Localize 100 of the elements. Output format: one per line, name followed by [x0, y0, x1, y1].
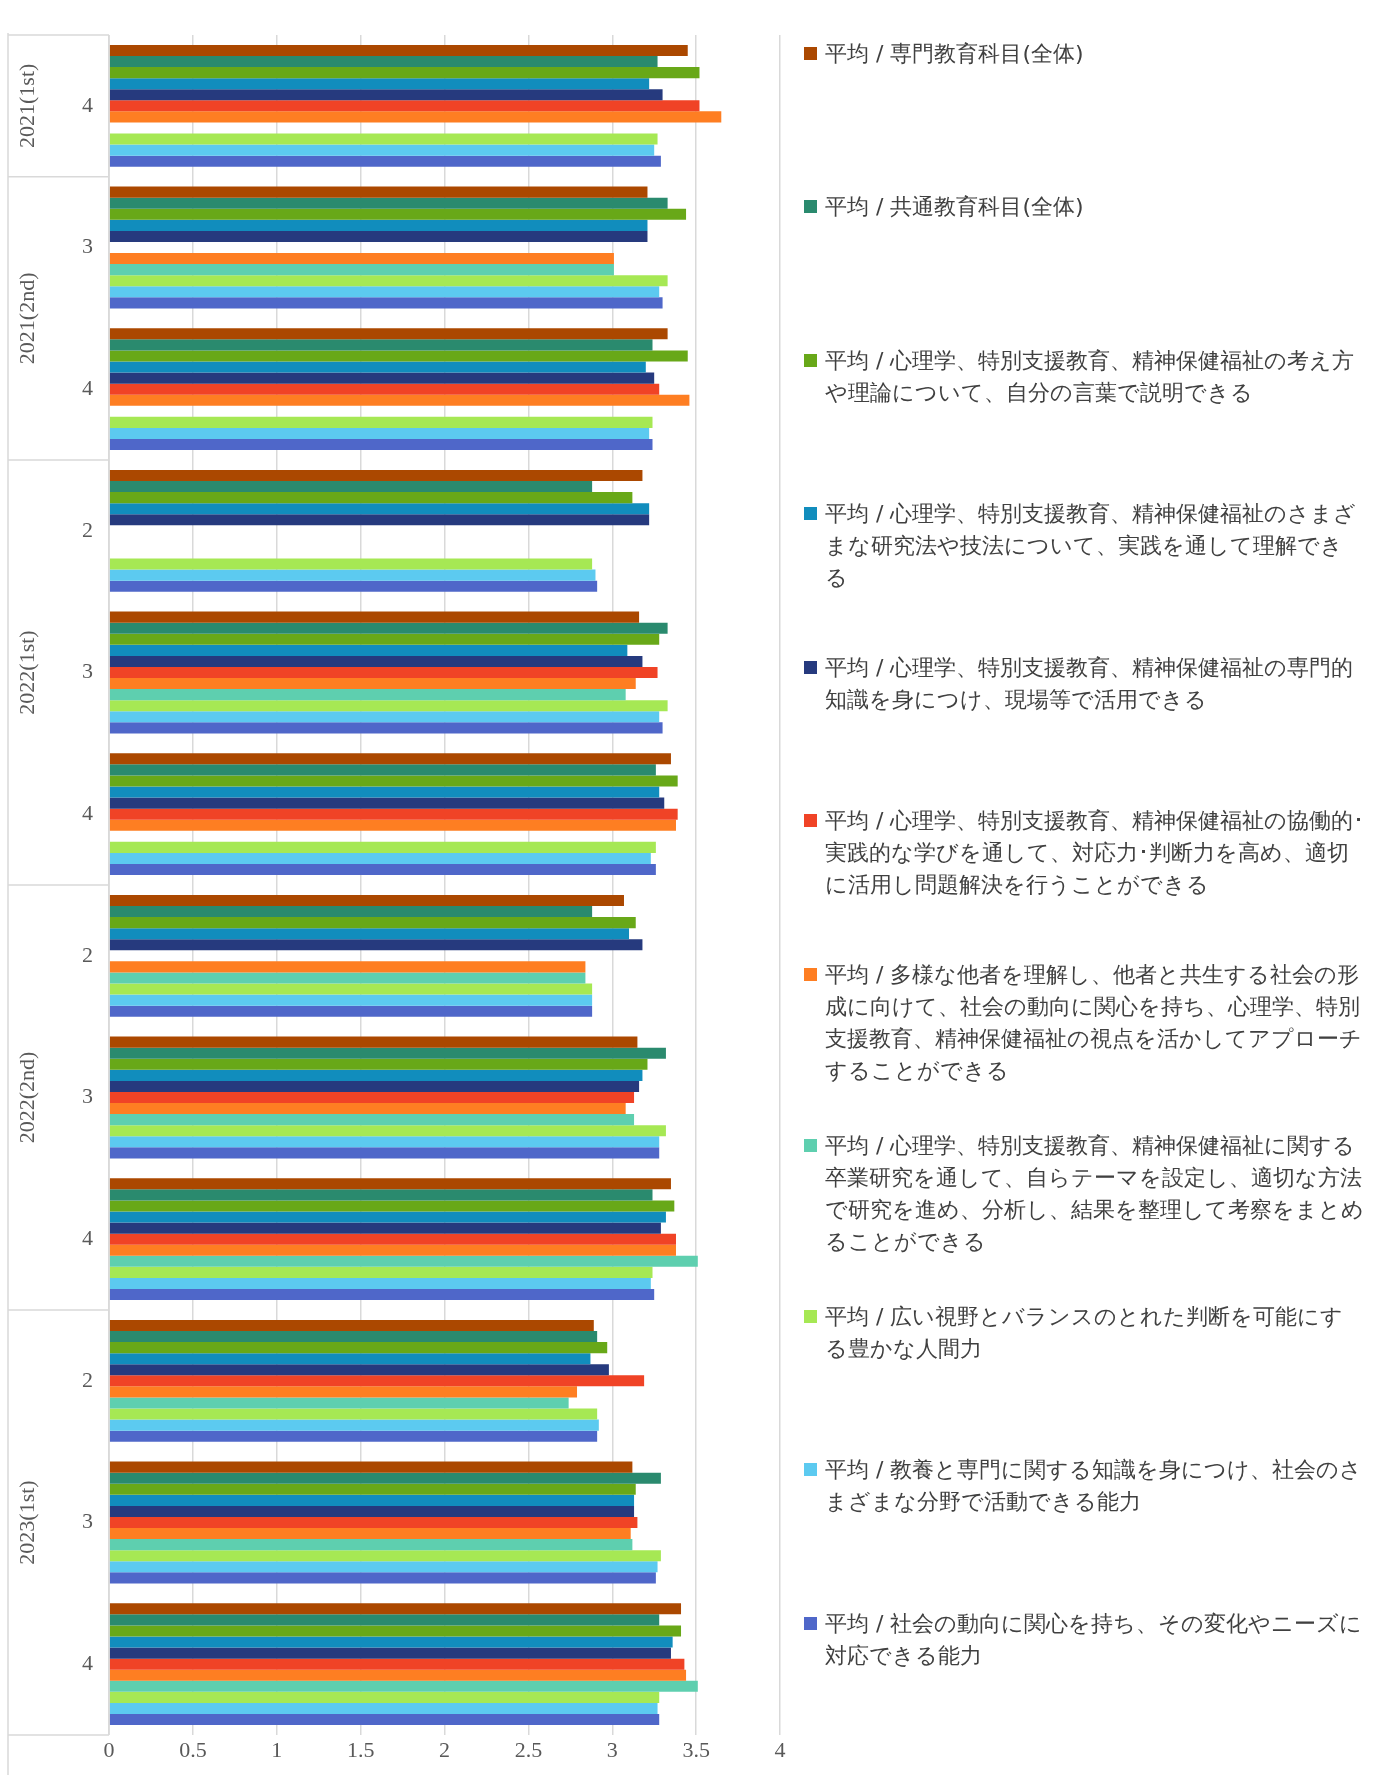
- bar: [109, 1222, 661, 1234]
- bar: [109, 480, 593, 493]
- bar: [109, 1080, 640, 1092]
- bar: [109, 186, 648, 198]
- bar: [109, 961, 586, 973]
- bar: [109, 1494, 635, 1506]
- bar: [109, 416, 653, 428]
- bar: [109, 633, 660, 645]
- bar: [109, 1603, 682, 1615]
- bar: [109, 1419, 599, 1431]
- y-tick-label: 4: [82, 1649, 93, 1675]
- legend-label: 平均 / 社会の動向に関心を持ち、その変化やニーズに対応できる能力: [825, 1609, 1364, 1670]
- bar: [109, 78, 650, 90]
- y-tick-label: 4: [82, 91, 93, 117]
- legend-label: 平均 / 教養と専門に関する知識を身につけ、社会のさまざまな分野で活動できる能力: [825, 1456, 1364, 1517]
- bar: [109, 1058, 648, 1070]
- x-tick-label: 0: [103, 1736, 115, 1762]
- bar: [109, 1330, 598, 1343]
- bar: [109, 492, 633, 504]
- bar: [109, 1136, 660, 1148]
- bar: [109, 1342, 608, 1354]
- bar: [109, 253, 614, 265]
- bar: [109, 1561, 658, 1573]
- x-tick-label: 4: [774, 1736, 786, 1762]
- legend-label: 平均 / 心理学、特別支援教育、精神保健福祉に関する卒業研究を通して、自らテーマを設定し、適切な方法で研究を進め、分析し、結果を整理して考察をまとめることができる: [825, 1131, 1365, 1256]
- bar: [109, 841, 656, 853]
- bar: [109, 89, 663, 101]
- bar: [109, 852, 651, 865]
- bar: [109, 361, 646, 373]
- bar: [109, 372, 655, 384]
- legend-label: 平均 / 心理学、特別支援教育、精神保健福祉の専門的知識を身につけ、現場等で活用できる: [825, 653, 1355, 714]
- bar: [109, 1550, 661, 1562]
- bar: [109, 711, 660, 723]
- bar: [109, 219, 648, 231]
- bar: [109, 1528, 631, 1540]
- bar: [109, 1516, 638, 1529]
- bar: [109, 297, 663, 309]
- bar: [109, 383, 660, 395]
- bar: [109, 44, 688, 56]
- bar: [109, 133, 658, 145]
- x-tick-label: 3: [606, 1736, 618, 1762]
- bar: [109, 1047, 666, 1059]
- bar: [109, 1103, 626, 1115]
- bar: [109, 1539, 633, 1551]
- bar: [109, 1277, 651, 1290]
- y-tick-label: 3: [82, 1508, 93, 1534]
- bar: [109, 1614, 660, 1626]
- bar: [109, 1691, 660, 1703]
- text: 2021(1st): [13, 63, 39, 148]
- bar: [109, 503, 650, 515]
- bar: [109, 55, 658, 68]
- bar: [109, 764, 656, 776]
- bar: [109, 328, 668, 340]
- y-tick-label: 3: [82, 233, 93, 259]
- bar: [109, 1375, 645, 1387]
- bar: [109, 786, 660, 798]
- bar: [109, 580, 598, 592]
- bar: [109, 1125, 666, 1137]
- bar: [109, 1178, 671, 1190]
- legend-label: 平均 / 共通教育科目(全体): [825, 193, 1084, 222]
- bar: [109, 928, 630, 940]
- bar: [109, 1483, 636, 1495]
- bar: [109, 1386, 578, 1398]
- legend-label: 平均 / 広い視野とバランスのとれた判断を可能にする豊かな人間力: [825, 1303, 1345, 1363]
- y-tick-label: 4: [82, 799, 93, 825]
- bar: [109, 1430, 598, 1442]
- bar: [109, 1658, 685, 1670]
- bar: [109, 1289, 655, 1301]
- bar: [109, 622, 668, 634]
- y-tick-label: 3: [82, 658, 93, 684]
- bar: [109, 689, 626, 701]
- bar: [109, 155, 661, 167]
- text: 2023(1st): [13, 1480, 39, 1565]
- bar: [109, 905, 593, 918]
- bar: [109, 1353, 591, 1365]
- bar: [109, 808, 678, 820]
- bar: [109, 611, 640, 623]
- bar: [109, 1189, 653, 1201]
- legend-label: 平均 / 心理学、特別支援教育、精神保健福祉の協働的･実践的な学びを通して、対応力･判断力を高め、適切に活用し問題解決を行うことができる: [825, 807, 1365, 900]
- bar: [109, 1069, 643, 1081]
- bar: [109, 972, 586, 984]
- legend-label: 平均 / 専門教育科目(全体): [825, 40, 1084, 68]
- bar: [109, 666, 658, 679]
- y-tick-label: 4: [82, 1224, 93, 1250]
- bar: [109, 894, 624, 906]
- bar: [109, 339, 653, 351]
- bar: [109, 394, 690, 406]
- bar: [109, 67, 700, 79]
- bar: [109, 100, 700, 112]
- bar: [109, 994, 593, 1006]
- bar: [109, 286, 660, 298]
- bar: [109, 469, 643, 481]
- legend-label: 平均 / 心理学、特別支援教育、精神保健福祉の考え方や理論について、自分の言葉で説明できる: [825, 346, 1356, 407]
- bar: [109, 1680, 698, 1692]
- bar: [109, 1036, 638, 1048]
- x-tick-label: 0.5: [179, 1736, 207, 1762]
- x-tick-label: 2.5: [514, 1736, 543, 1762]
- bar: [109, 1364, 609, 1376]
- text: 2022(2nd): [13, 1051, 39, 1144]
- bar: [109, 1505, 635, 1517]
